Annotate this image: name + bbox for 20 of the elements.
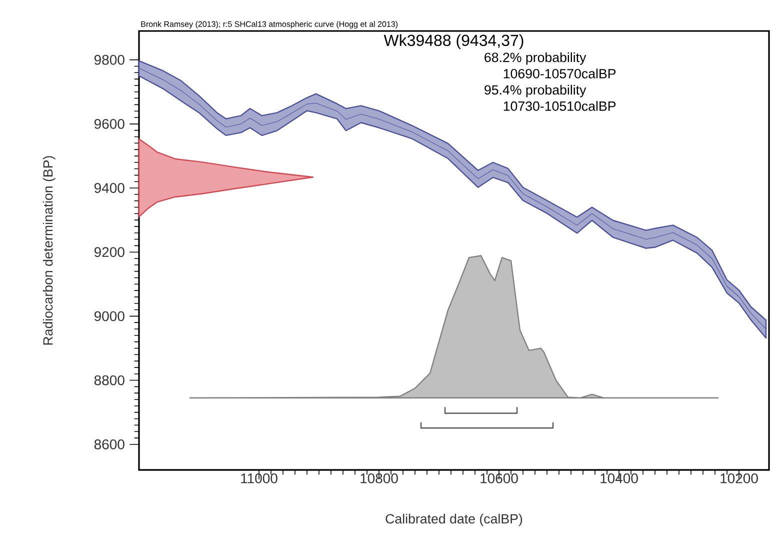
y-tick-label: 9600 <box>94 118 124 129</box>
y-axis-title: Radiocarbon determination (BP) <box>42 156 56 345</box>
x-tick-label: 10200 <box>720 473 758 484</box>
chart-title: Wk39488 (9434,37) <box>384 34 524 50</box>
x-axis-title: Calibrated date (calBP) <box>386 514 522 526</box>
y-tick-label: 8800 <box>94 375 124 386</box>
x-tick-label: 10400 <box>600 473 638 484</box>
x-tick-label: 11000 <box>241 473 278 484</box>
annotation: 10690-10570calBP <box>504 68 616 78</box>
y-tick-label: 8600 <box>94 439 124 450</box>
annotation: 95.4% probability <box>484 84 586 98</box>
text: Bronk Ramsey (2013); r:5 SHCal13 atmospheric curve (Hogg et al 2013) <box>141 21 398 29</box>
annotation: 68.2% probability <box>484 52 586 65</box>
x-tick-label: 10600 <box>480 473 518 484</box>
y-tick-label: 9200 <box>94 247 124 258</box>
y-tick-label: 9800 <box>94 54 124 65</box>
y-tick-label: 9400 <box>94 183 124 193</box>
x-tick-label: 10800 <box>360 473 398 484</box>
y-tick-label: 9000 <box>94 311 124 322</box>
annotation: 10730-10510calBP <box>504 101 616 111</box>
